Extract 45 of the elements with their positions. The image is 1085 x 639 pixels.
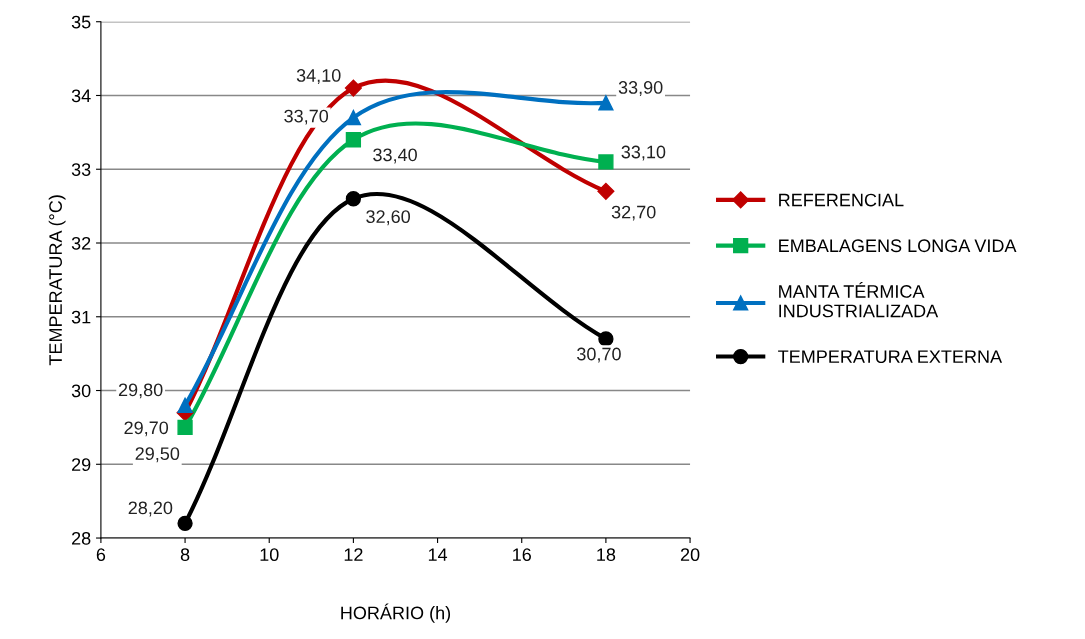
data-label: 29,50 bbox=[135, 447, 180, 463]
data-label: 33,70 bbox=[284, 109, 329, 125]
point bbox=[345, 132, 362, 148]
x-tick-label: 16 bbox=[513, 548, 531, 562]
x-tick-label: 20 bbox=[680, 548, 700, 562]
data-label: 33,10 bbox=[621, 145, 666, 161]
data-label: 32,60 bbox=[366, 210, 411, 226]
point bbox=[598, 331, 614, 347]
data-label: 33,90 bbox=[618, 81, 663, 96]
data-label: 29,70 bbox=[124, 421, 169, 437]
data-label: 33,40 bbox=[373, 148, 417, 164]
point bbox=[598, 154, 614, 170]
y-tick-label: 33 bbox=[71, 163, 91, 176]
point bbox=[177, 419, 193, 436]
legend-label: MANTA TÉRMICA INDUSTRIALIZADA bbox=[779, 282, 939, 318]
point bbox=[597, 182, 615, 200]
data-label: 29,80 bbox=[118, 383, 163, 399]
legend-label: TEMPERATURA EXTERNA bbox=[778, 350, 1003, 364]
data-label: 30,70 bbox=[577, 347, 621, 363]
point bbox=[177, 515, 193, 531]
y-tick-label: 29 bbox=[72, 458, 91, 471]
y-tick-label: 28 bbox=[72, 531, 91, 545]
y-tick-label: 34 bbox=[71, 89, 91, 103]
y-tick-label: 32 bbox=[71, 236, 91, 250]
point bbox=[344, 79, 362, 97]
x-axis-title: HORÁRIO (h) bbox=[341, 603, 451, 623]
x-tick-label: 8 bbox=[180, 548, 190, 562]
x-tick-label: 10 bbox=[260, 548, 279, 562]
data-label: 34,10 bbox=[296, 69, 341, 84]
point bbox=[177, 397, 193, 413]
y-tick-label: 31 bbox=[71, 310, 91, 324]
point bbox=[598, 95, 614, 111]
x-tick-label: 6 bbox=[96, 548, 106, 562]
legend-label: EMBALAGENS LONGA VIDA bbox=[779, 239, 1017, 253]
legend-label: REFERENCIAL bbox=[779, 193, 904, 207]
point bbox=[345, 191, 362, 207]
x-tick-label: 12 bbox=[344, 548, 363, 561]
x-tick-label: 14 bbox=[428, 548, 448, 561]
y-axis-title: TEMPERATURA (°C) bbox=[48, 195, 66, 366]
data-label: 28,20 bbox=[128, 501, 173, 517]
y-tick-label: 35 bbox=[71, 15, 91, 29]
point bbox=[345, 109, 362, 126]
x-tick-label: 18 bbox=[597, 548, 616, 562]
y-tick-label: 30 bbox=[71, 384, 91, 398]
data-label: 32,70 bbox=[611, 205, 656, 221]
